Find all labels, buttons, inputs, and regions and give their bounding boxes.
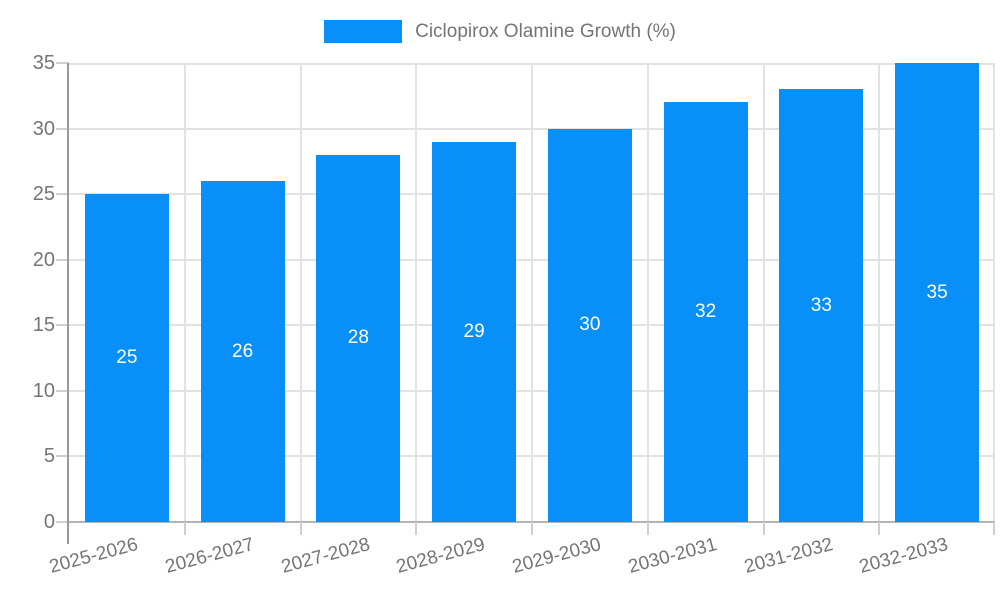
v-gridline	[646, 63, 649, 522]
v-gridline	[183, 63, 186, 522]
bar-value-label: 32	[695, 301, 717, 323]
y-axis-label: 10	[32, 379, 55, 402]
x-axis-label-text: 2031-2032	[741, 534, 835, 578]
x-axis-label-text: 2028-2029	[394, 534, 488, 578]
bar-value-label: 28	[347, 327, 369, 349]
x-tick	[531, 522, 533, 535]
bar	[84, 194, 169, 522]
y-tick	[56, 193, 69, 196]
y-tick	[56, 324, 69, 327]
bar	[895, 63, 980, 522]
y-axis-label: 0	[43, 511, 55, 533]
v-gridline	[299, 63, 302, 522]
v-gridline	[415, 63, 418, 522]
bar-value-label: 25	[116, 347, 138, 369]
x-tick	[415, 522, 418, 535]
bar	[316, 154, 401, 522]
x-tick	[646, 522, 649, 535]
bar-value-label: 35	[926, 281, 948, 303]
x-tick	[993, 522, 995, 535]
y-tick	[56, 62, 69, 64]
x-tick	[878, 522, 881, 535]
v-gridline	[878, 63, 881, 522]
y-axis-label: 20	[32, 248, 55, 271]
y-axis-label: 35	[32, 52, 55, 74]
plot-area: 0 5 10 15 20 25 30 35 25 2025-2026 26 2026-2027 28 20…	[33, 52, 995, 578]
bar	[547, 128, 632, 522]
y-axis-line	[67, 63, 69, 544]
v-gridline	[762, 63, 765, 522]
legend-label: Ciclopirox Olamine Growth (%)	[415, 20, 676, 42]
y-tick	[56, 258, 69, 261]
x-axis-label-text: 2032-2033	[857, 534, 951, 578]
bar-value-label: 33	[810, 294, 832, 316]
legend-swatch	[324, 20, 403, 43]
bar-value-label: 29	[463, 320, 485, 342]
legend: Ciclopirox Olamine Growth (%)	[0, 20, 1000, 43]
x-axis-label-text: 2030-2031	[625, 534, 720, 578]
y-tick	[56, 389, 69, 392]
x-tick	[183, 522, 186, 535]
x-axis-label-text: 2029-2030	[510, 534, 604, 578]
y-tick	[56, 127, 69, 130]
y-tick	[56, 521, 69, 523]
y-axis-label: 25	[32, 183, 55, 206]
bar-value-label: 30	[579, 314, 601, 336]
v-gridline	[993, 63, 995, 522]
v-gridline	[531, 63, 533, 522]
y-axis-label: 15	[32, 314, 55, 337]
bar-value-label: 26	[232, 340, 254, 362]
x-tick	[762, 522, 765, 535]
bar	[779, 89, 864, 522]
x-axis-label-text: 2026-2027	[162, 534, 257, 578]
bar	[663, 102, 748, 522]
x-axis-label-text: 2027-2028	[278, 534, 372, 578]
y-tick	[56, 455, 69, 458]
bar	[432, 141, 517, 522]
x-tick	[299, 522, 302, 535]
y-axis-label: 30	[32, 117, 55, 140]
bar	[200, 181, 285, 522]
x-axis-label-text: 2025-2026	[47, 534, 141, 578]
y-axis-label: 5	[43, 445, 55, 468]
